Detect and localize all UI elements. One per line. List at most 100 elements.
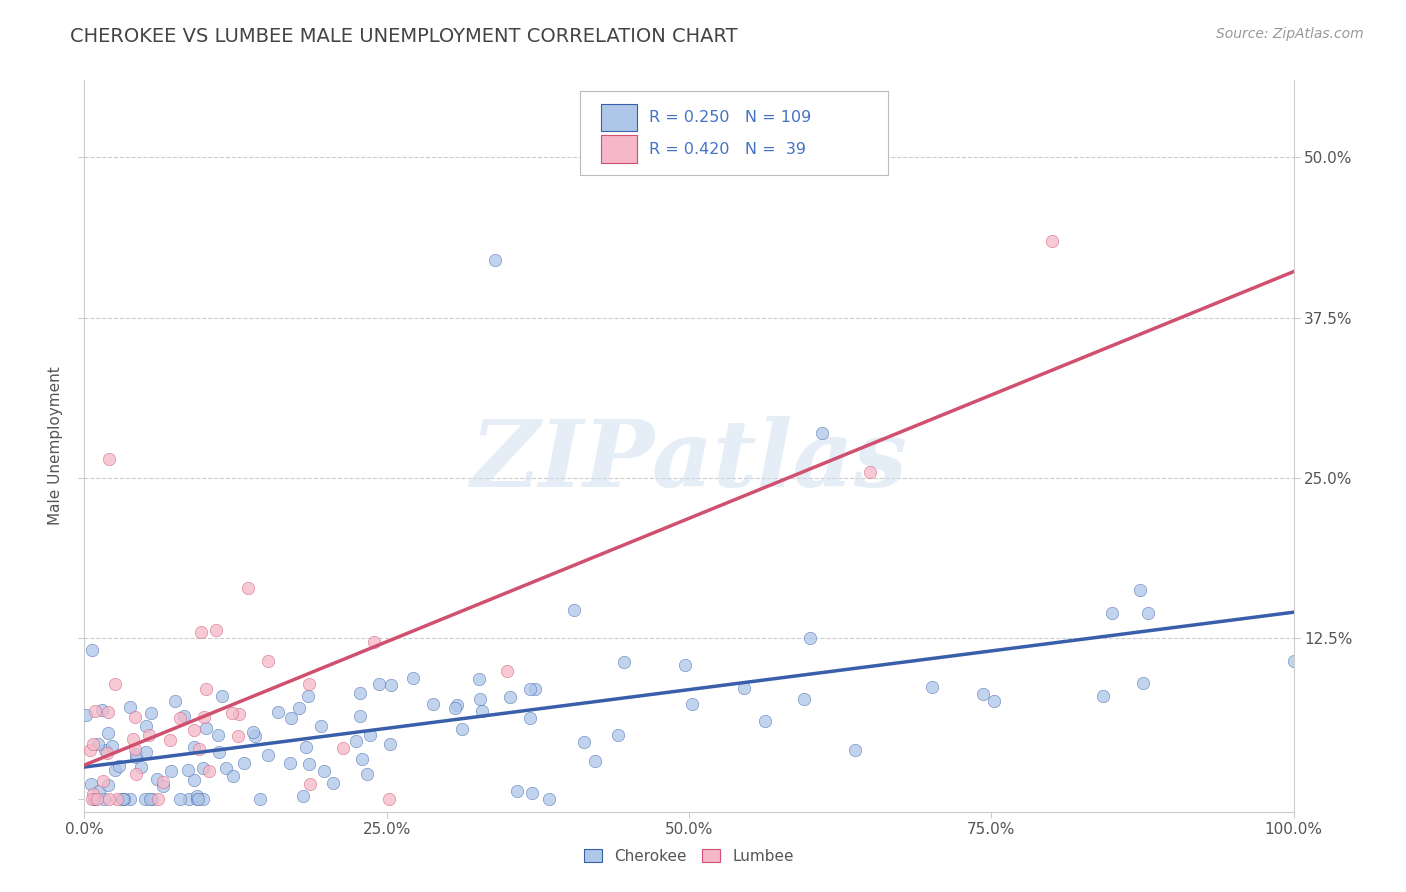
Point xyxy=(288,700,311,714)
Point xyxy=(173,709,195,723)
Point xyxy=(349,709,371,723)
Point xyxy=(228,706,250,721)
Point xyxy=(291,789,314,803)
Point xyxy=(233,756,256,770)
Point xyxy=(124,767,146,781)
Point xyxy=(193,761,215,775)
Text: CHEROKEE VS LUMBEE MALE UNEMPLOYMENT CORRELATION CHART: CHEROKEE VS LUMBEE MALE UNEMPLOYMENT COR… xyxy=(70,27,738,45)
Point xyxy=(506,784,529,798)
Point xyxy=(141,792,163,806)
Point xyxy=(309,719,332,733)
Point xyxy=(422,697,444,711)
Point xyxy=(152,779,174,793)
Point xyxy=(159,733,181,747)
Point xyxy=(793,691,815,706)
Point xyxy=(121,731,143,746)
Point xyxy=(1129,583,1152,598)
Point xyxy=(135,718,157,732)
FancyBboxPatch shape xyxy=(600,103,637,131)
Point xyxy=(562,603,585,617)
Point xyxy=(1137,606,1160,620)
Point xyxy=(921,681,943,695)
Point xyxy=(972,687,994,701)
Point xyxy=(242,725,264,739)
Point xyxy=(312,764,335,779)
Point xyxy=(194,721,217,735)
Point xyxy=(190,624,212,639)
Point xyxy=(675,658,697,673)
Point xyxy=(859,465,882,479)
Point xyxy=(79,743,101,757)
Point xyxy=(112,792,135,806)
Point xyxy=(124,741,146,756)
Point xyxy=(82,787,104,801)
FancyBboxPatch shape xyxy=(600,135,637,163)
Point xyxy=(380,678,402,692)
Point xyxy=(257,655,280,669)
Point xyxy=(444,701,467,715)
Point xyxy=(499,690,522,704)
Point xyxy=(152,774,174,789)
Point xyxy=(332,740,354,755)
Point xyxy=(98,792,121,806)
Point xyxy=(1132,676,1154,690)
Point xyxy=(86,792,108,806)
Point xyxy=(145,772,167,786)
Point xyxy=(195,682,218,697)
Point xyxy=(193,792,215,806)
Point xyxy=(101,739,124,754)
Point xyxy=(211,690,233,704)
Point xyxy=(238,581,260,595)
Text: R = 0.420   N =  39: R = 0.420 N = 39 xyxy=(650,142,806,156)
Point xyxy=(297,690,319,704)
Point xyxy=(96,746,118,760)
Point xyxy=(93,792,115,806)
Point xyxy=(446,698,468,713)
Text: ZIPatlas: ZIPatlas xyxy=(471,416,907,506)
Point xyxy=(222,769,245,783)
Point xyxy=(322,776,344,790)
Point xyxy=(280,711,302,725)
Point xyxy=(245,729,267,743)
Point xyxy=(359,728,381,742)
Point xyxy=(82,737,104,751)
Point xyxy=(169,711,191,725)
Point xyxy=(844,743,866,757)
Point xyxy=(298,777,321,791)
Point xyxy=(82,642,104,657)
Point xyxy=(257,748,280,763)
Point xyxy=(266,705,288,719)
Point xyxy=(97,726,120,740)
Point xyxy=(733,681,755,695)
Point xyxy=(97,706,120,720)
Point xyxy=(108,758,131,772)
Point xyxy=(344,734,367,748)
Point xyxy=(519,711,541,725)
Point xyxy=(484,252,506,267)
Point xyxy=(298,677,321,691)
Point xyxy=(538,792,561,806)
Point xyxy=(1282,654,1305,668)
Point xyxy=(295,740,318,755)
Point xyxy=(177,792,200,806)
Point xyxy=(378,792,401,806)
Point xyxy=(349,686,371,700)
Point xyxy=(91,774,114,789)
Point xyxy=(368,677,391,691)
Point xyxy=(983,693,1005,707)
Point xyxy=(207,745,229,759)
Point xyxy=(79,777,101,791)
Point xyxy=(519,681,541,696)
Point xyxy=(356,767,378,781)
Point xyxy=(110,792,132,806)
Point xyxy=(105,792,128,806)
Point xyxy=(138,728,160,742)
Point xyxy=(146,792,169,806)
Point xyxy=(193,709,215,723)
Point xyxy=(451,722,474,736)
Point xyxy=(1092,690,1115,704)
Point xyxy=(249,792,271,806)
Point xyxy=(583,754,606,768)
Point xyxy=(207,728,229,742)
Point xyxy=(160,764,183,778)
